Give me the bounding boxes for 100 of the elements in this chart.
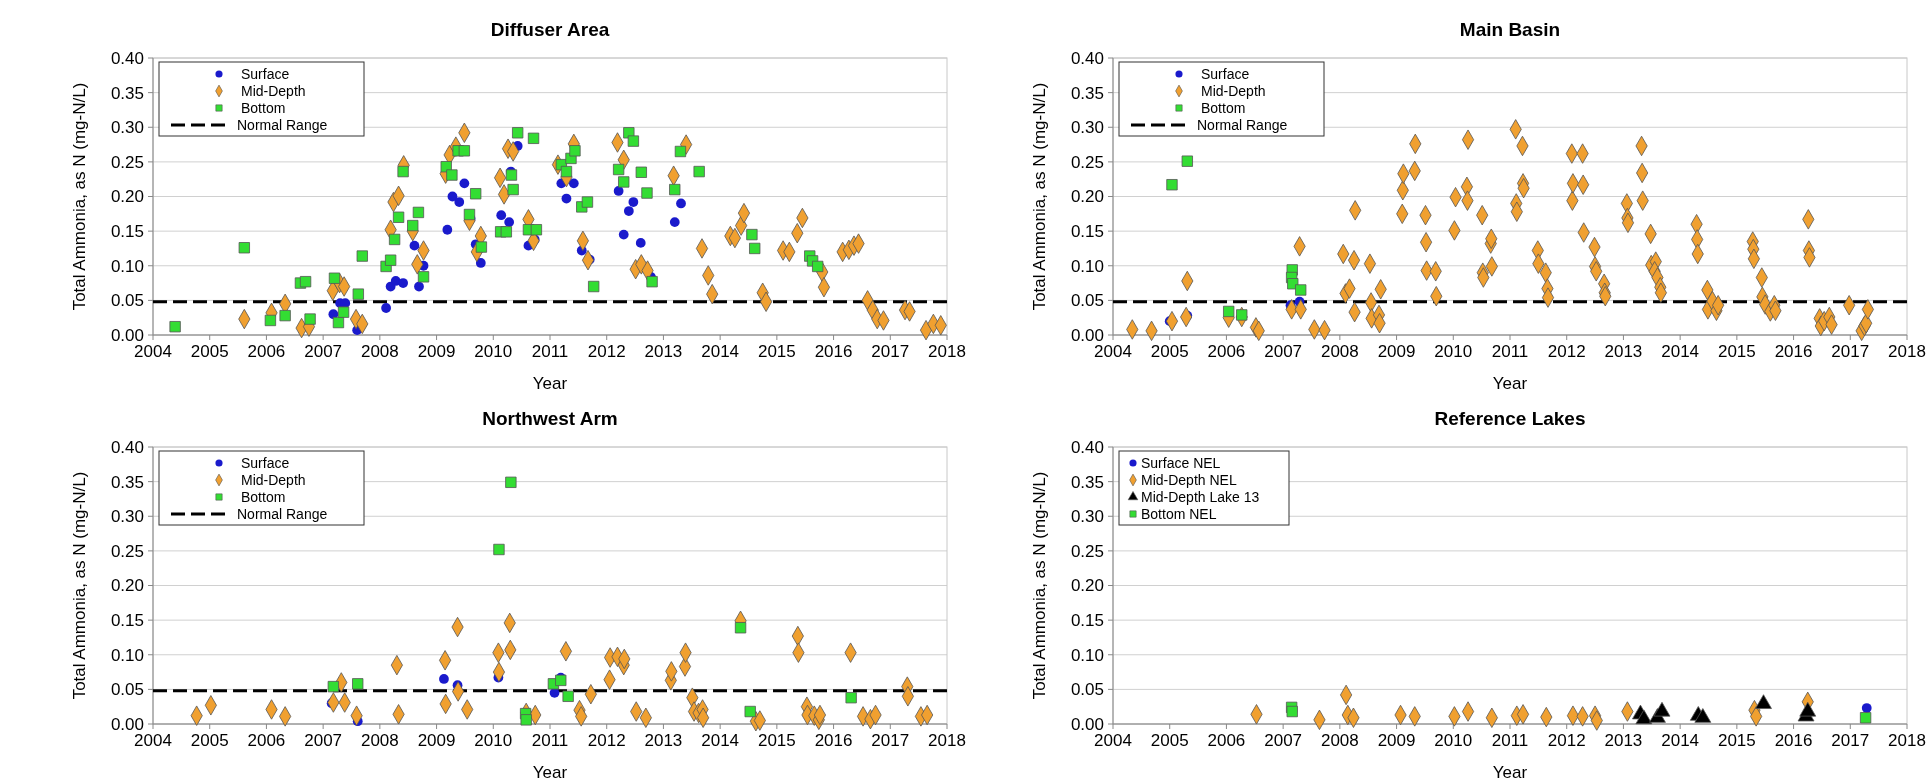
x-tick-label: 2016	[1774, 342, 1813, 361]
x-tick-label: 2012	[587, 342, 626, 361]
y-tick-label: 0.25	[1070, 152, 1104, 172]
x-tick-label: 2015	[1717, 342, 1756, 361]
y-tick-label: 0.05	[1070, 680, 1104, 700]
x-tick-label: 2010	[474, 342, 513, 361]
x-tick-label: 2016	[1774, 731, 1813, 750]
x-tick-label: 2015	[1717, 731, 1756, 750]
y-tick-label: 0.40	[1070, 48, 1104, 68]
x-tick-label: 2012	[1547, 342, 1586, 361]
y-tick-label: 0.30	[110, 118, 144, 138]
x-tick-label: 2017	[871, 731, 910, 750]
y-tick-label: 0.10	[110, 645, 144, 665]
x-tick-label: 2014	[701, 731, 740, 750]
x-tick-label: 2006	[1207, 342, 1246, 361]
y-tick-label: 0.40	[110, 437, 144, 457]
y-tick-label: 0.00	[1070, 714, 1104, 734]
x-tick-label: 2008	[1320, 342, 1359, 361]
y-axis-title: Total Ammonia, as N (mg-N/L)	[70, 471, 89, 700]
x-tick-label: 2011	[1491, 342, 1529, 361]
y-tick-label: 0.20	[1070, 187, 1104, 207]
y-tick-label: 0.05	[110, 680, 144, 700]
x-tick-label: 2016	[814, 731, 853, 750]
x-tick-label: 2016	[814, 342, 853, 361]
legend-label: Bottom	[1201, 99, 1246, 116]
x-tick-label: 2008	[360, 731, 399, 750]
x-tick-label: 2010	[474, 731, 513, 750]
x-tick-label: 2017	[1831, 731, 1870, 750]
x-tick-label: 2018	[928, 342, 966, 361]
x-tick-label: 2010	[1434, 342, 1473, 361]
x-tick-label: 2014	[701, 342, 740, 361]
y-tick-label: 0.25	[110, 541, 144, 561]
x-tick-label: 2018	[928, 731, 966, 750]
x-tick-label: 2008	[1320, 731, 1359, 750]
x-tick-label: 2007	[304, 731, 343, 750]
y-tick-label: 0.35	[1070, 472, 1104, 492]
x-tick-label: 2010	[1434, 731, 1473, 750]
x-tick-label: 2009	[417, 342, 456, 361]
y-tick-label: 0.00	[110, 325, 144, 345]
x-tick-label: 2018	[1888, 342, 1926, 361]
x-tick-label: 2013	[644, 731, 683, 750]
y-tick-label: 0.15	[110, 611, 144, 631]
y-tick-label: 0.00	[110, 714, 144, 734]
y-tick-label: 0.35	[110, 472, 144, 492]
x-tick-label: 2005	[1150, 731, 1189, 750]
x-axis-title: Year	[532, 374, 568, 393]
y-tick-label: 0.40	[110, 48, 144, 68]
x-tick-label: 2018	[1888, 731, 1926, 750]
y-tick-label: 0.10	[1070, 256, 1104, 276]
legend-label: Normal Range	[237, 116, 328, 133]
y-tick-label: 0.20	[110, 576, 144, 596]
x-tick-label: 2004	[1094, 731, 1132, 750]
legend-label: Mid-Depth NEL	[1141, 471, 1237, 488]
x-tick-label: 2013	[1604, 731, 1643, 750]
legend-label: Mid-Depth Lake 13	[1141, 488, 1260, 505]
y-tick-label: 0.35	[1070, 83, 1104, 103]
x-tick-label: 2007	[304, 342, 343, 361]
legend-label: Mid-Depth	[241, 471, 306, 488]
legend-label: Bottom	[241, 488, 286, 505]
y-tick-label: 0.30	[1070, 507, 1104, 527]
legend-label: Normal Range	[237, 505, 328, 522]
y-tick-label: 0.15	[110, 222, 144, 242]
x-tick-label: 2009	[1377, 342, 1416, 361]
x-tick-label: 2015	[757, 342, 796, 361]
y-tick-label: 0.40	[1070, 437, 1104, 457]
y-tick-label: 0.10	[1070, 645, 1104, 665]
x-tick-label: 2014	[1661, 731, 1700, 750]
legend-label: Mid-Depth	[241, 82, 306, 99]
y-axis-title: Total Ammonia, as N (mg-N/L)	[1030, 82, 1049, 311]
x-tick-label: 2007	[1264, 342, 1303, 361]
y-tick-label: 0.30	[1070, 118, 1104, 138]
legend-label: Surface NEL	[1141, 454, 1221, 471]
x-tick-label: 2014	[1661, 342, 1700, 361]
legend-label: Normal Range	[1197, 116, 1288, 133]
x-tick-label: 2004	[134, 342, 172, 361]
x-tick-label: 2006	[1207, 731, 1246, 750]
y-tick-label: 0.30	[110, 507, 144, 527]
y-tick-label: 0.25	[110, 152, 144, 172]
x-tick-label: 2006	[247, 342, 286, 361]
legend-label: Surface	[241, 454, 290, 471]
x-axis-title: Year	[532, 763, 568, 778]
x-tick-label: 2012	[1547, 731, 1586, 750]
chart-title: Northwest Arm	[482, 408, 618, 429]
x-tick-label: 2011	[531, 731, 569, 750]
x-axis-title: Year	[1492, 374, 1528, 393]
x-tick-label: 2011	[1491, 731, 1529, 750]
x-tick-label: 2012	[587, 731, 626, 750]
x-tick-label: 2017	[1831, 342, 1870, 361]
x-tick-label: 2005	[190, 342, 229, 361]
x-tick-label: 2013	[1604, 342, 1643, 361]
legend-label: Surface	[1201, 65, 1250, 82]
x-tick-label: 2011	[531, 342, 569, 361]
x-axis-title: Year	[1492, 763, 1528, 778]
x-tick-label: 2009	[1377, 731, 1416, 750]
y-tick-label: 0.15	[1070, 611, 1104, 631]
y-tick-label: 0.20	[110, 187, 144, 207]
y-tick-label: 0.15	[1070, 222, 1104, 242]
y-tick-label: 0.35	[110, 83, 144, 103]
y-axis-title: Total Ammonia, as N (mg-N/L)	[1030, 471, 1049, 700]
chart-title: Diffuser Area	[490, 19, 610, 40]
